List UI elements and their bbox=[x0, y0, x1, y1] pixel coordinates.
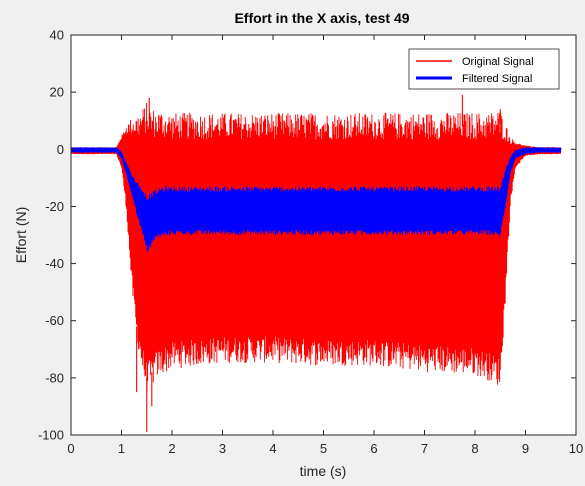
y-tick-label: -100 bbox=[38, 428, 64, 443]
legend-label-filtered: Filtered Signal bbox=[462, 73, 532, 85]
x-tick-label: 7 bbox=[421, 441, 428, 456]
x-axis-label: time (s) bbox=[300, 463, 347, 479]
x-tick-label: 9 bbox=[522, 441, 529, 456]
legend: Original Signal Filtered Signal bbox=[408, 48, 560, 90]
series-line-filtered bbox=[70, 147, 562, 252]
x-tick-label: 3 bbox=[219, 441, 226, 456]
y-tick-label: -20 bbox=[45, 199, 64, 214]
x-tick-label: 0 bbox=[67, 441, 74, 456]
legend-box bbox=[408, 48, 560, 90]
y-tick-label: 40 bbox=[50, 28, 64, 43]
series-line-original bbox=[70, 102, 562, 393]
x-tick-label: 4 bbox=[269, 441, 276, 456]
legend-label-original: Original Signal bbox=[462, 56, 534, 68]
x-tick-label: 2 bbox=[168, 441, 175, 456]
chart-title: Effort in the X axis, test 49 bbox=[234, 10, 409, 26]
x-tick-label: 1 bbox=[118, 441, 125, 456]
y-tick-label: 0 bbox=[57, 142, 64, 157]
y-axis-label: Effort (N) bbox=[13, 207, 29, 264]
x-tick-label: 8 bbox=[471, 441, 478, 456]
y-tick-label: -80 bbox=[45, 370, 64, 385]
y-tick-label: 20 bbox=[50, 85, 64, 100]
y-tick-label: -60 bbox=[45, 313, 64, 328]
x-tick-label: 6 bbox=[370, 441, 377, 456]
x-tick-label: 5 bbox=[320, 441, 327, 456]
ticks-layer: 0 1 2 3 4 5 6 7 8 9 10 -100 -80 -60 -40 -20 0 20 40 bbox=[38, 28, 583, 457]
y-tick-label: -40 bbox=[45, 256, 64, 271]
series-layer bbox=[70, 95, 562, 433]
x-tick-label: 10 bbox=[569, 441, 583, 456]
